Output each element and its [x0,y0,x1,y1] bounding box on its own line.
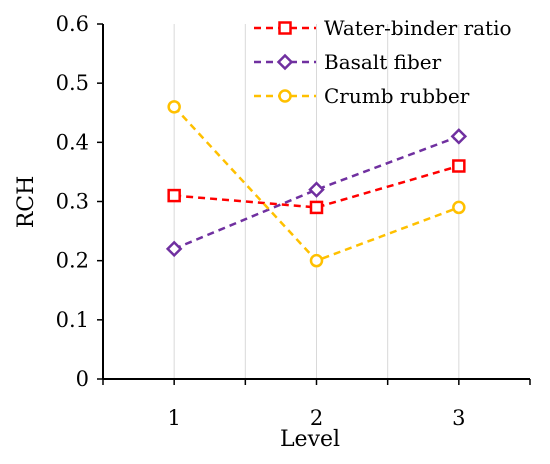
x-tick-label: 1 [167,406,180,430]
y-tick-label: 0.6 [56,12,89,36]
y-tick-label: 0.1 [56,308,89,332]
data-point [165,240,183,258]
y-tick-label: 0.3 [56,190,89,214]
legend-item-1: Basalt fiber [254,50,442,74]
x-tick-label: 3 [452,406,465,430]
legend-item-2: Crumb rubber [254,84,470,108]
y-tick-label: 0.5 [56,71,89,95]
series-line [173,135,460,250]
legend-label: Water-binder ratio [324,16,512,40]
data-point [167,100,181,114]
legend-label: Basalt fiber [324,50,442,74]
x-axis-title: Level [280,427,340,452]
legend: Water-binder ratio Basalt fiber Crumb rubb… [254,16,512,108]
data-point [452,200,466,215]
x-tick-label: 2 [310,406,323,430]
legend-item-0: Water-binder ratio [254,16,512,40]
legend-marker [278,89,292,103]
data-point [309,200,324,215]
y-tick-label: 0 [76,367,89,391]
data-point [308,181,325,198]
legend-marker [278,21,292,35]
y-axis-title: RCH [14,176,39,229]
series-group [165,100,468,268]
data-point [452,159,466,173]
y-tick-label: 0.4 [56,130,89,154]
series-0 [167,159,466,215]
tick-labels: 0 0.1 0.2 0.3 0.4 0.5 0.6 1 2 3 [56,12,466,430]
series-2 [167,100,466,268]
series-1 [165,128,468,258]
data-point [450,128,468,145]
axes [97,23,531,385]
legend-label: Crumb rubber [324,84,470,108]
legend-marker [276,53,294,71]
data-point [167,188,181,203]
y-tick-label: 0.2 [56,249,89,273]
series-line [174,164,460,209]
data-point [309,253,324,268]
